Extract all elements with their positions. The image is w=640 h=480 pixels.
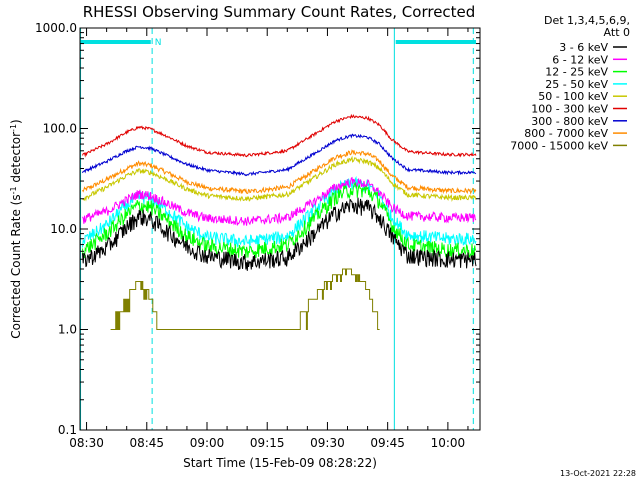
series-line-7 bbox=[82, 149, 477, 195]
x-tick-label-1: 08:45 bbox=[129, 436, 164, 450]
series-line-2 bbox=[82, 181, 477, 260]
axes: 0.1 1.0 10.0 100.0 1000.0 08:30 08:45 09:00 09:1… bbox=[35, 21, 480, 450]
x-tick-label-0: 08:30 bbox=[69, 436, 104, 450]
x-tick-label-3: 09:15 bbox=[250, 436, 285, 450]
legend-label-8: 7000 - 15000 keV bbox=[510, 139, 608, 152]
y-label-superscript: -1 bbox=[9, 124, 18, 132]
x-tick-label-2: 09:00 bbox=[190, 436, 225, 450]
series-line-1 bbox=[82, 176, 477, 226]
y-label-part: ) bbox=[9, 119, 23, 124]
y-tick-label-1: 1.0 bbox=[58, 323, 77, 337]
y-label-superscript: -1 bbox=[9, 186, 18, 194]
y-tick-label-4: 1000.0 bbox=[35, 21, 77, 35]
series-line-0 bbox=[82, 197, 477, 271]
legend-label-1: 6 - 12 keV bbox=[552, 53, 608, 66]
series-line-4 bbox=[82, 155, 477, 203]
x-tick-label-6: 10:00 bbox=[431, 436, 466, 450]
x-axis-label: Start Time (15-Feb-09 08:28:22) bbox=[183, 456, 377, 470]
legend-label-0: 3 - 6 keV bbox=[559, 41, 608, 54]
series-line-8 bbox=[110, 268, 380, 330]
y-axis-label: Corrected Count Rate (s-1 detector-1) bbox=[9, 119, 24, 338]
series-line-5 bbox=[82, 113, 477, 158]
series-line-6 bbox=[82, 133, 477, 177]
footer-timestamp: 13-Oct-2021 22:28 bbox=[560, 469, 636, 478]
legend-header-0: Det 1,3,4,5,6,9, bbox=[544, 14, 630, 27]
legend-label-3: 25 - 50 keV bbox=[545, 78, 608, 91]
legend-label-7: 800 - 7000 keV bbox=[524, 127, 608, 140]
y-tick-label-2: 10.0 bbox=[50, 222, 77, 236]
legend-label-4: 50 - 100 keV bbox=[538, 90, 608, 103]
legend-label-6: 300 - 800 keV bbox=[531, 115, 608, 128]
y-tick-label-0: 0.1 bbox=[58, 423, 77, 437]
x-tick-label-5: 09:45 bbox=[370, 436, 405, 450]
y-label-part: Corrected Count Rate (s bbox=[9, 194, 23, 338]
flag-marker-label: N bbox=[155, 38, 162, 48]
legend-header-1: Att 0 bbox=[604, 26, 630, 39]
x-tick-label-4: 09:30 bbox=[310, 436, 345, 450]
chart-title: RHESSI Observing Summary Count Rates, Co… bbox=[83, 3, 476, 21]
y-label-part: detector bbox=[9, 132, 23, 187]
y-tick-label-3: 100.0 bbox=[43, 122, 77, 136]
legend-label-5: 100 - 300 keV bbox=[531, 103, 608, 116]
legend-label-2: 12 - 25 keV bbox=[545, 66, 608, 79]
plot-area: N bbox=[80, 28, 477, 430]
